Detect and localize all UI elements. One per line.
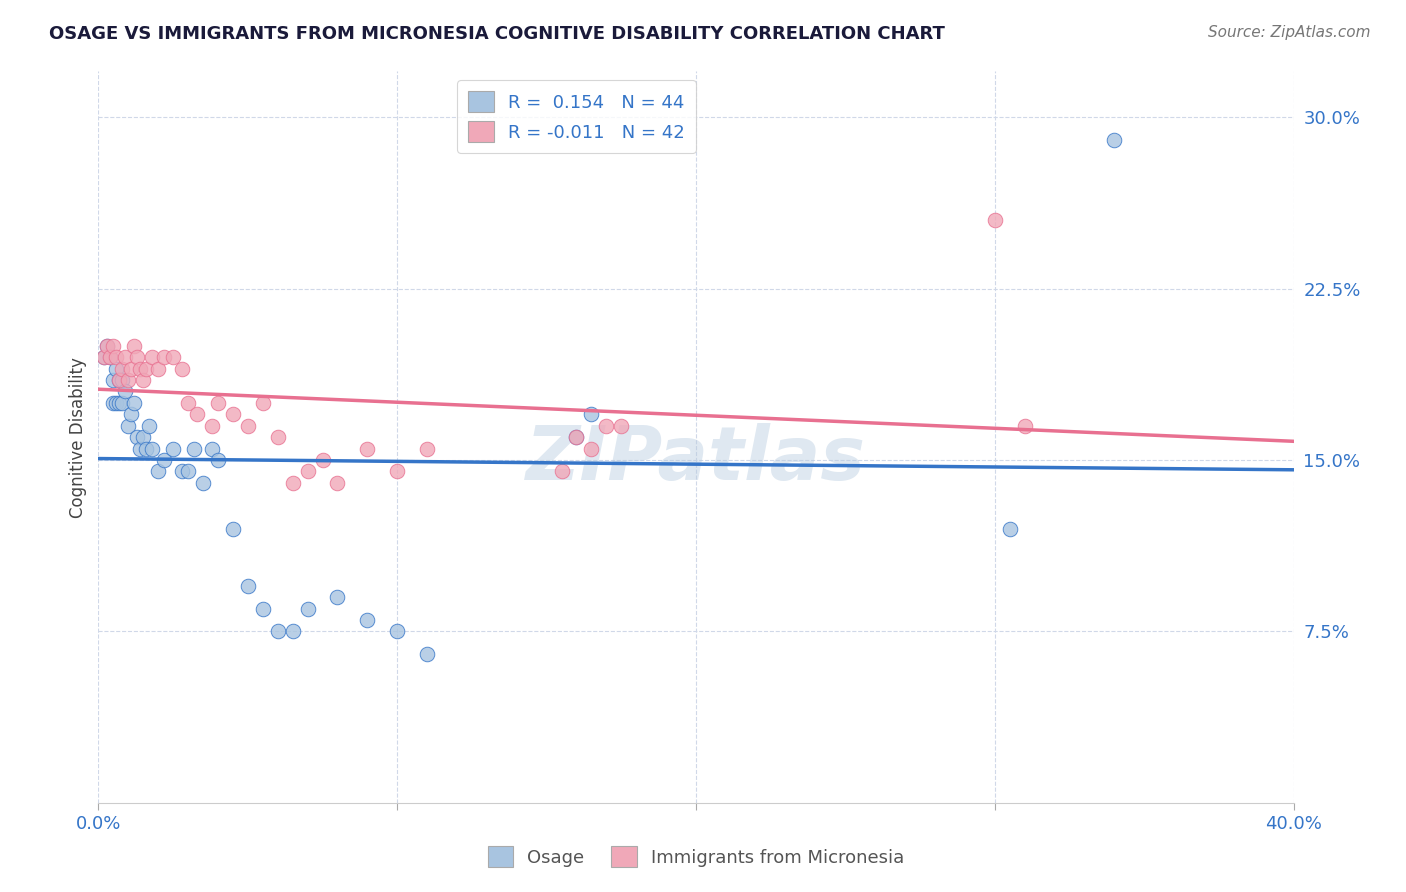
Point — [120, 407, 142, 421]
Point — [207, 396, 229, 410]
Point — [108, 373, 131, 387]
Point — [1104, 133, 1126, 147]
Point — [162, 442, 184, 456]
Point — [222, 521, 245, 535]
Point — [311, 453, 333, 467]
Point — [114, 384, 136, 399]
Point — [281, 475, 304, 490]
Point — [177, 396, 200, 410]
Point — [127, 430, 149, 444]
Point — [201, 442, 224, 456]
Point — [132, 373, 155, 387]
Point — [132, 430, 155, 444]
Point — [172, 464, 194, 478]
Point — [120, 361, 142, 376]
Point — [111, 396, 134, 410]
Text: OSAGE VS IMMIGRANTS FROM MICRONESIA COGNITIVE DISABILITY CORRELATION CHART: OSAGE VS IMMIGRANTS FROM MICRONESIA COGN… — [49, 25, 945, 43]
Point — [111, 373, 134, 387]
Point — [177, 464, 200, 478]
Point — [581, 407, 603, 421]
Point — [124, 396, 146, 410]
Point — [103, 373, 125, 387]
Point — [114, 350, 136, 364]
Point — [984, 213, 1007, 227]
Point — [297, 601, 319, 615]
Point — [183, 442, 205, 456]
Point — [172, 361, 194, 376]
Point — [93, 350, 115, 364]
Point — [135, 361, 157, 376]
Point — [138, 418, 160, 433]
Point — [93, 350, 115, 364]
Point — [103, 396, 125, 410]
Point — [141, 442, 163, 456]
Point — [117, 418, 139, 433]
Point — [356, 442, 378, 456]
Point — [416, 442, 439, 456]
Point — [124, 338, 146, 352]
Point — [108, 396, 131, 410]
Point — [267, 624, 290, 639]
Point — [385, 464, 409, 478]
Point — [129, 442, 152, 456]
Point — [252, 601, 274, 615]
Point — [565, 430, 588, 444]
Point — [98, 350, 122, 364]
Point — [141, 350, 163, 364]
Point — [148, 361, 170, 376]
Point — [98, 350, 122, 364]
Point — [201, 418, 224, 433]
Point — [117, 373, 139, 387]
Point — [105, 361, 128, 376]
Text: Source: ZipAtlas.com: Source: ZipAtlas.com — [1208, 25, 1371, 40]
Point — [129, 361, 152, 376]
Point — [186, 407, 208, 421]
Point — [135, 442, 157, 456]
Point — [595, 418, 617, 433]
Point — [96, 338, 118, 352]
Point — [103, 338, 125, 352]
Point — [127, 350, 149, 364]
Point — [281, 624, 304, 639]
Point — [148, 464, 170, 478]
Point — [153, 453, 176, 467]
Point — [998, 521, 1021, 535]
Y-axis label: Cognitive Disability: Cognitive Disability — [69, 357, 87, 517]
Point — [153, 350, 176, 364]
Point — [326, 590, 349, 604]
Point — [191, 475, 214, 490]
Legend: Osage, Immigrants from Micronesia: Osage, Immigrants from Micronesia — [481, 839, 911, 874]
Point — [550, 464, 572, 478]
Point — [565, 430, 588, 444]
Point — [297, 464, 319, 478]
Point — [162, 350, 184, 364]
Point — [236, 418, 259, 433]
Point — [105, 350, 128, 364]
Point — [105, 396, 128, 410]
Text: ZIPatlas: ZIPatlas — [526, 423, 866, 496]
Point — [1014, 418, 1036, 433]
Point — [610, 418, 633, 433]
Point — [356, 613, 378, 627]
Point — [222, 407, 245, 421]
Point — [326, 475, 349, 490]
Point — [581, 442, 603, 456]
Point — [96, 338, 118, 352]
Point — [252, 396, 274, 410]
Point — [207, 453, 229, 467]
Point — [236, 579, 259, 593]
Point — [416, 647, 439, 661]
Point — [267, 430, 290, 444]
Point — [111, 361, 134, 376]
Point — [385, 624, 409, 639]
Point — [108, 373, 131, 387]
